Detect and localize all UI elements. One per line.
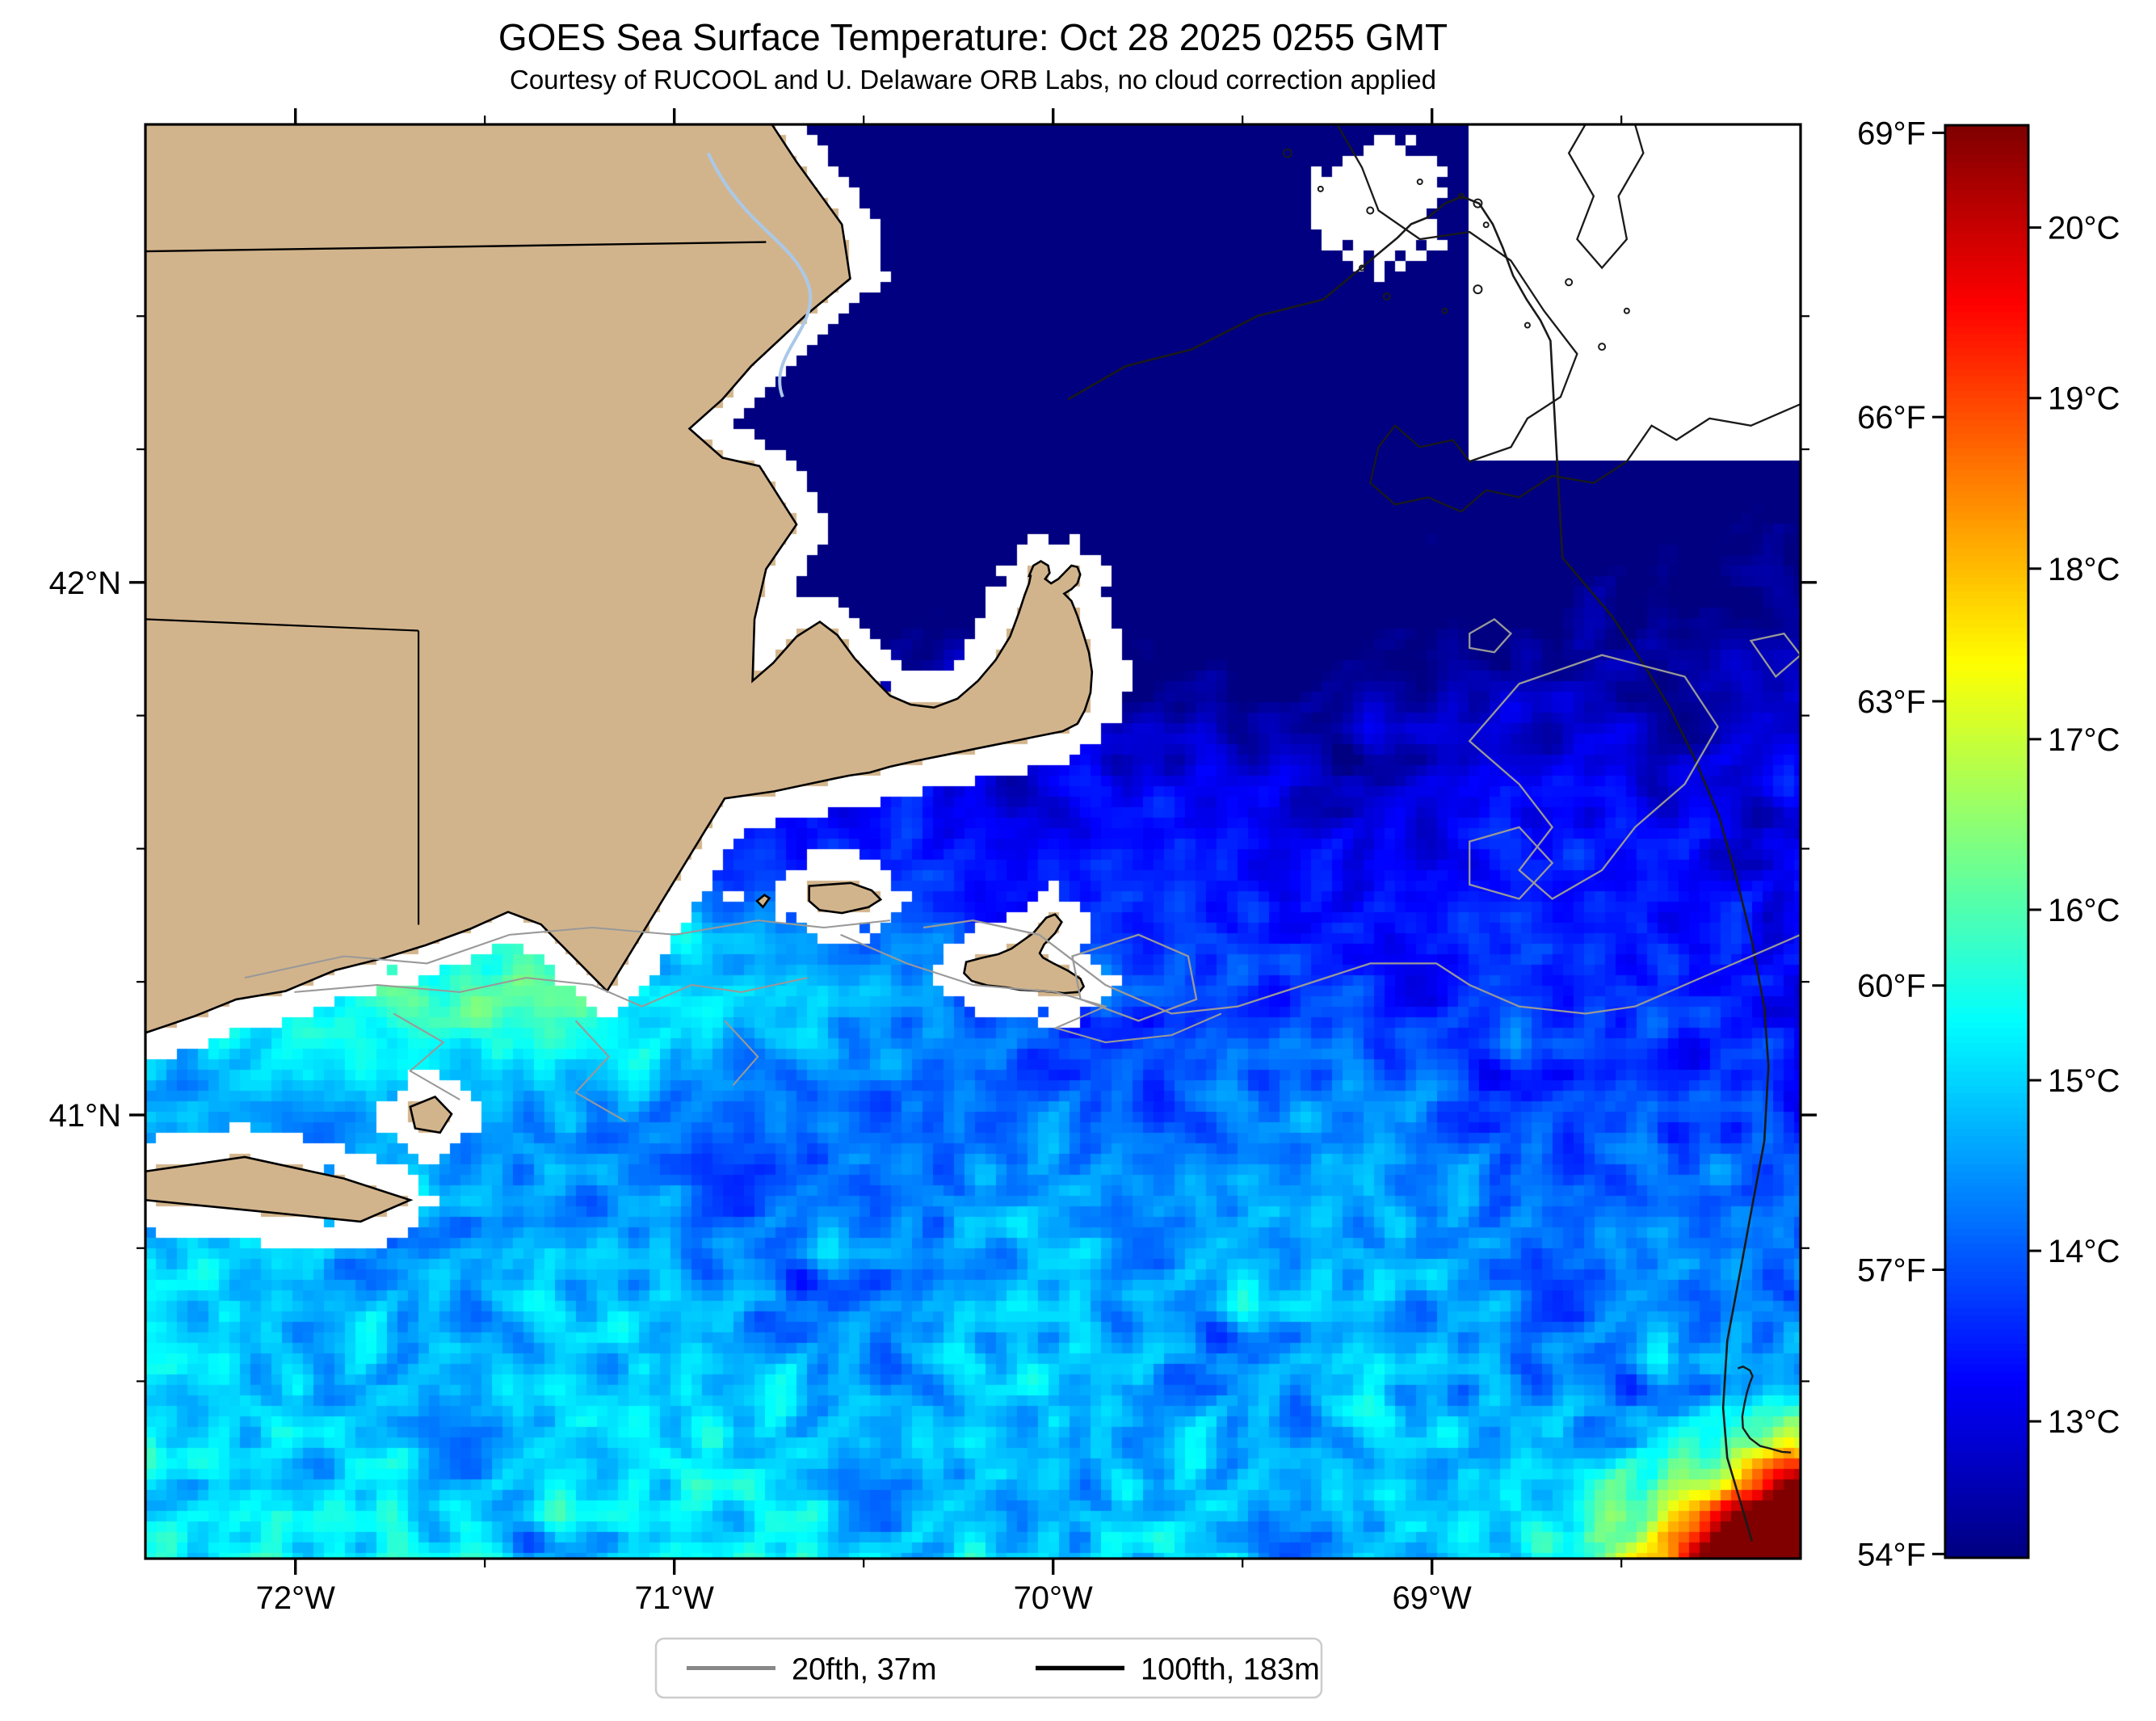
- svg-text:69°F: 69°F: [1857, 116, 1926, 151]
- svg-text:17°C: 17°C: [2048, 722, 2120, 758]
- svg-text:71°W: 71°W: [635, 1580, 714, 1616]
- svg-text:57°F: 57°F: [1857, 1253, 1926, 1289]
- svg-text:18°C: 18°C: [2048, 552, 2120, 587]
- svg-text:41°N: 41°N: [49, 1098, 121, 1134]
- svg-text:66°F: 66°F: [1857, 400, 1926, 436]
- svg-text:42°N: 42°N: [49, 566, 121, 601]
- svg-text:100fth, 183m: 100fth, 183m: [1141, 1653, 1320, 1687]
- svg-text:Courtesy of RUCOOL and U. Dela: Courtesy of RUCOOL and U. Delaware ORB L…: [510, 65, 1436, 95]
- svg-text:72°W: 72°W: [256, 1580, 335, 1616]
- svg-text:GOES Sea Surface Temperature:: GOES Sea Surface Temperature: Oct 28 202…: [498, 16, 1448, 58]
- svg-text:19°C: 19°C: [2048, 381, 2120, 417]
- svg-text:69°W: 69°W: [1393, 1580, 1472, 1616]
- svg-text:13°C: 13°C: [2048, 1404, 2120, 1440]
- svg-text:70°W: 70°W: [1014, 1580, 1093, 1616]
- svg-text:54°F: 54°F: [1857, 1537, 1926, 1572]
- svg-text:20°C: 20°C: [2048, 211, 2120, 246]
- svg-text:60°F: 60°F: [1857, 969, 1926, 1004]
- svg-text:16°C: 16°C: [2048, 893, 2120, 928]
- svg-text:15°C: 15°C: [2048, 1063, 2120, 1099]
- svg-text:63°F: 63°F: [1857, 684, 1926, 720]
- svg-text:20fth, 37m: 20fth, 37m: [792, 1653, 937, 1687]
- svg-text:14°C: 14°C: [2048, 1234, 2120, 1269]
